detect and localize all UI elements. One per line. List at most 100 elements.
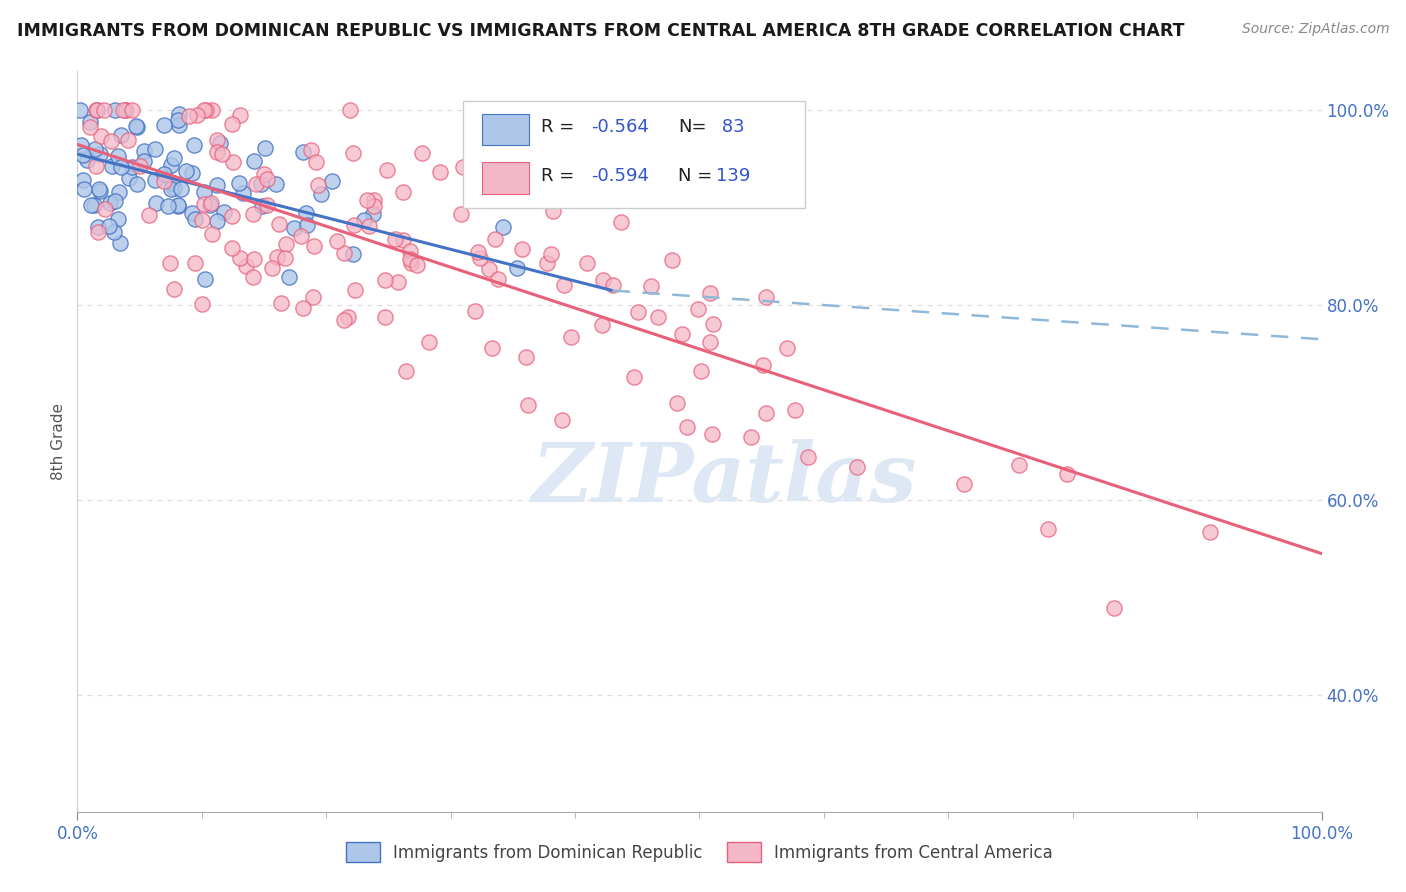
Point	[363, 193, 385, 207]
Point	[232, 186, 254, 200]
Point	[418, 335, 440, 350]
Point	[163, 282, 186, 296]
Point	[374, 273, 396, 287]
Point	[486, 272, 509, 286]
Point	[640, 278, 662, 293]
Point	[100, 135, 122, 149]
Point	[671, 327, 693, 342]
Point	[110, 161, 132, 175]
Text: 139: 139	[716, 168, 749, 186]
Point	[343, 218, 366, 232]
Point	[127, 120, 149, 134]
Point	[107, 211, 129, 226]
Point	[450, 207, 472, 221]
Point	[361, 207, 384, 221]
Point	[76, 153, 98, 167]
Text: N=: N=	[678, 118, 707, 136]
Point	[98, 196, 121, 211]
Point	[647, 310, 669, 324]
Point	[117, 133, 139, 147]
Point	[343, 283, 366, 297]
Point	[550, 413, 572, 427]
Point	[114, 103, 136, 118]
Point	[184, 256, 207, 270]
Point	[205, 133, 228, 147]
Point	[200, 198, 222, 212]
Point	[250, 178, 273, 192]
Point	[254, 140, 277, 154]
Point	[243, 153, 266, 168]
Point	[274, 251, 297, 265]
FancyBboxPatch shape	[463, 101, 806, 209]
Point	[125, 177, 148, 191]
Point	[342, 247, 364, 261]
Point	[163, 152, 186, 166]
Point	[256, 171, 278, 186]
Point	[481, 342, 503, 356]
Y-axis label: 8th Grade: 8th Grade	[51, 403, 66, 480]
Point	[201, 227, 224, 241]
Point	[332, 313, 354, 327]
Point	[108, 185, 131, 199]
Point	[401, 255, 423, 269]
Point	[170, 182, 193, 196]
Point	[98, 219, 121, 233]
Point	[153, 174, 176, 188]
Point	[387, 275, 409, 289]
Point	[384, 232, 406, 246]
Point	[186, 108, 208, 122]
Point	[274, 237, 297, 252]
Point	[167, 118, 190, 132]
Point	[190, 213, 212, 227]
Point	[167, 199, 190, 213]
Point	[305, 155, 328, 169]
Point	[79, 114, 101, 128]
Point	[541, 203, 564, 218]
Point	[356, 193, 378, 207]
Point	[1038, 522, 1060, 536]
Point	[260, 261, 283, 276]
Point	[752, 358, 775, 372]
Point	[72, 182, 94, 196]
Point	[229, 108, 252, 122]
Point	[143, 173, 166, 187]
Point	[221, 117, 243, 131]
Point	[112, 103, 135, 118]
Point	[117, 171, 139, 186]
Point	[264, 177, 287, 191]
Point	[291, 145, 314, 160]
Text: IMMIGRANTS FROM DOMINICAN REPUBLIC VS IMMIGRANTS FROM CENTRAL AMERICA 8TH GRADE : IMMIGRANTS FROM DOMINICAN REPUBLIC VS IM…	[17, 22, 1184, 40]
Point	[103, 194, 125, 208]
Point	[295, 206, 318, 220]
Point	[87, 220, 110, 235]
Point	[110, 128, 132, 142]
Point	[278, 270, 301, 285]
Point	[702, 317, 724, 331]
Point	[690, 364, 713, 378]
Point	[953, 476, 976, 491]
Point	[785, 402, 807, 417]
Point	[94, 202, 117, 216]
Point	[103, 225, 125, 239]
Point	[686, 301, 709, 316]
Point	[299, 143, 322, 157]
Point	[245, 178, 267, 192]
Point	[72, 147, 94, 161]
Point	[193, 196, 215, 211]
Point	[222, 155, 245, 169]
Legend: Immigrants from Dominican Republic, Immigrants from Central America: Immigrants from Dominican Republic, Immi…	[337, 834, 1062, 870]
Point	[797, 450, 820, 464]
Point	[339, 103, 361, 118]
Point	[250, 199, 273, 213]
Point	[205, 214, 228, 228]
Point	[363, 199, 385, 213]
Point	[478, 261, 501, 276]
Point	[87, 182, 110, 196]
Point	[700, 427, 723, 442]
Point	[295, 219, 318, 233]
Point	[176, 163, 198, 178]
Point	[110, 235, 132, 250]
Text: R =: R =	[541, 168, 581, 186]
Point	[592, 273, 614, 287]
Point	[83, 143, 105, 157]
